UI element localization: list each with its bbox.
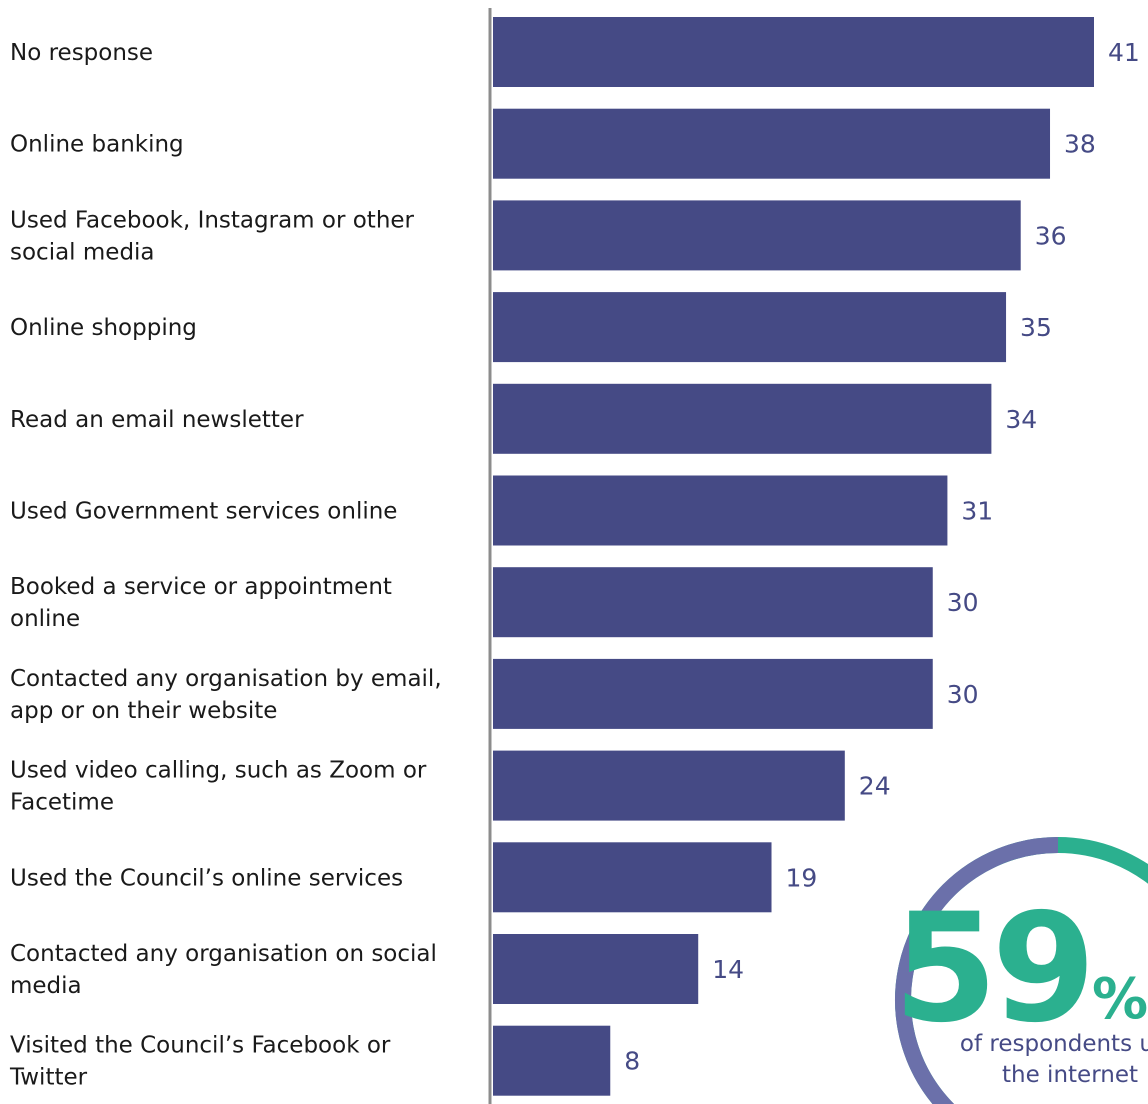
bar [493, 1025, 611, 1096]
category-label: Online banking [10, 132, 184, 158]
bar [493, 475, 948, 546]
bar-value-label: 38 [1064, 130, 1096, 159]
bar-value-label: 14 [712, 955, 744, 984]
callout-caption-line: the internet [1002, 1062, 1138, 1088]
bar-value-label: 24 [859, 772, 891, 801]
bar [493, 934, 699, 1004]
bar-value-label: 19 [786, 863, 818, 892]
bar [493, 658, 933, 729]
category-label: Online shopping [10, 315, 197, 341]
bar-value-label: 36 [1035, 221, 1067, 250]
category-label: Booked a service or appointment [10, 574, 392, 600]
bar [493, 383, 992, 454]
category-label: Used Government services online [10, 499, 397, 525]
category-label: Twitter [9, 1065, 88, 1091]
category-label: media [10, 973, 82, 999]
bar-value-label: 30 [947, 588, 979, 617]
bar-value-label: 8 [624, 1047, 640, 1076]
callout-caption-line: of respondents use [960, 1031, 1148, 1057]
category-label: Used video calling, such as Zoom or [10, 758, 427, 784]
bar [493, 842, 772, 913]
category-label: Used the Council’s online services [10, 865, 403, 891]
ring-filled-arc [895, 837, 1059, 1104]
category-label: app or on their website [10, 698, 277, 724]
callout-percentage-value: 59 [893, 882, 1090, 1056]
category-label: No response [10, 40, 153, 66]
category-label: online [10, 606, 80, 632]
bar-value-label: 30 [947, 680, 979, 709]
internet-use-callout: 59 % of respondents use the internet [893, 837, 1148, 1104]
bar [493, 200, 1021, 271]
callout-percent-sign: % [1092, 967, 1148, 1032]
bar [493, 17, 1094, 87]
category-label: Used Facebook, Instagram or other [10, 207, 415, 233]
category-label: Contacted any organisation by email, [10, 666, 442, 692]
category-label: social media [10, 239, 155, 265]
bar-value-label: 41 [1108, 38, 1140, 67]
bars-group: 41 No response 38 Online banking 36 Used Face… [9, 17, 1140, 1096]
bar-value-label: 35 [1020, 313, 1052, 342]
bar [493, 108, 1051, 179]
bar-value-label: 31 [961, 497, 993, 526]
bar [493, 750, 845, 821]
category-label: Contacted any organisation on social [10, 941, 437, 967]
bar [493, 567, 933, 638]
category-label: Visited the Council’s Facebook or [10, 1033, 391, 1059]
category-label: Facetime [10, 790, 114, 816]
category-label: Read an email newsletter [10, 407, 304, 433]
bar-value-label: 34 [1005, 405, 1037, 434]
bar [493, 292, 1007, 363]
